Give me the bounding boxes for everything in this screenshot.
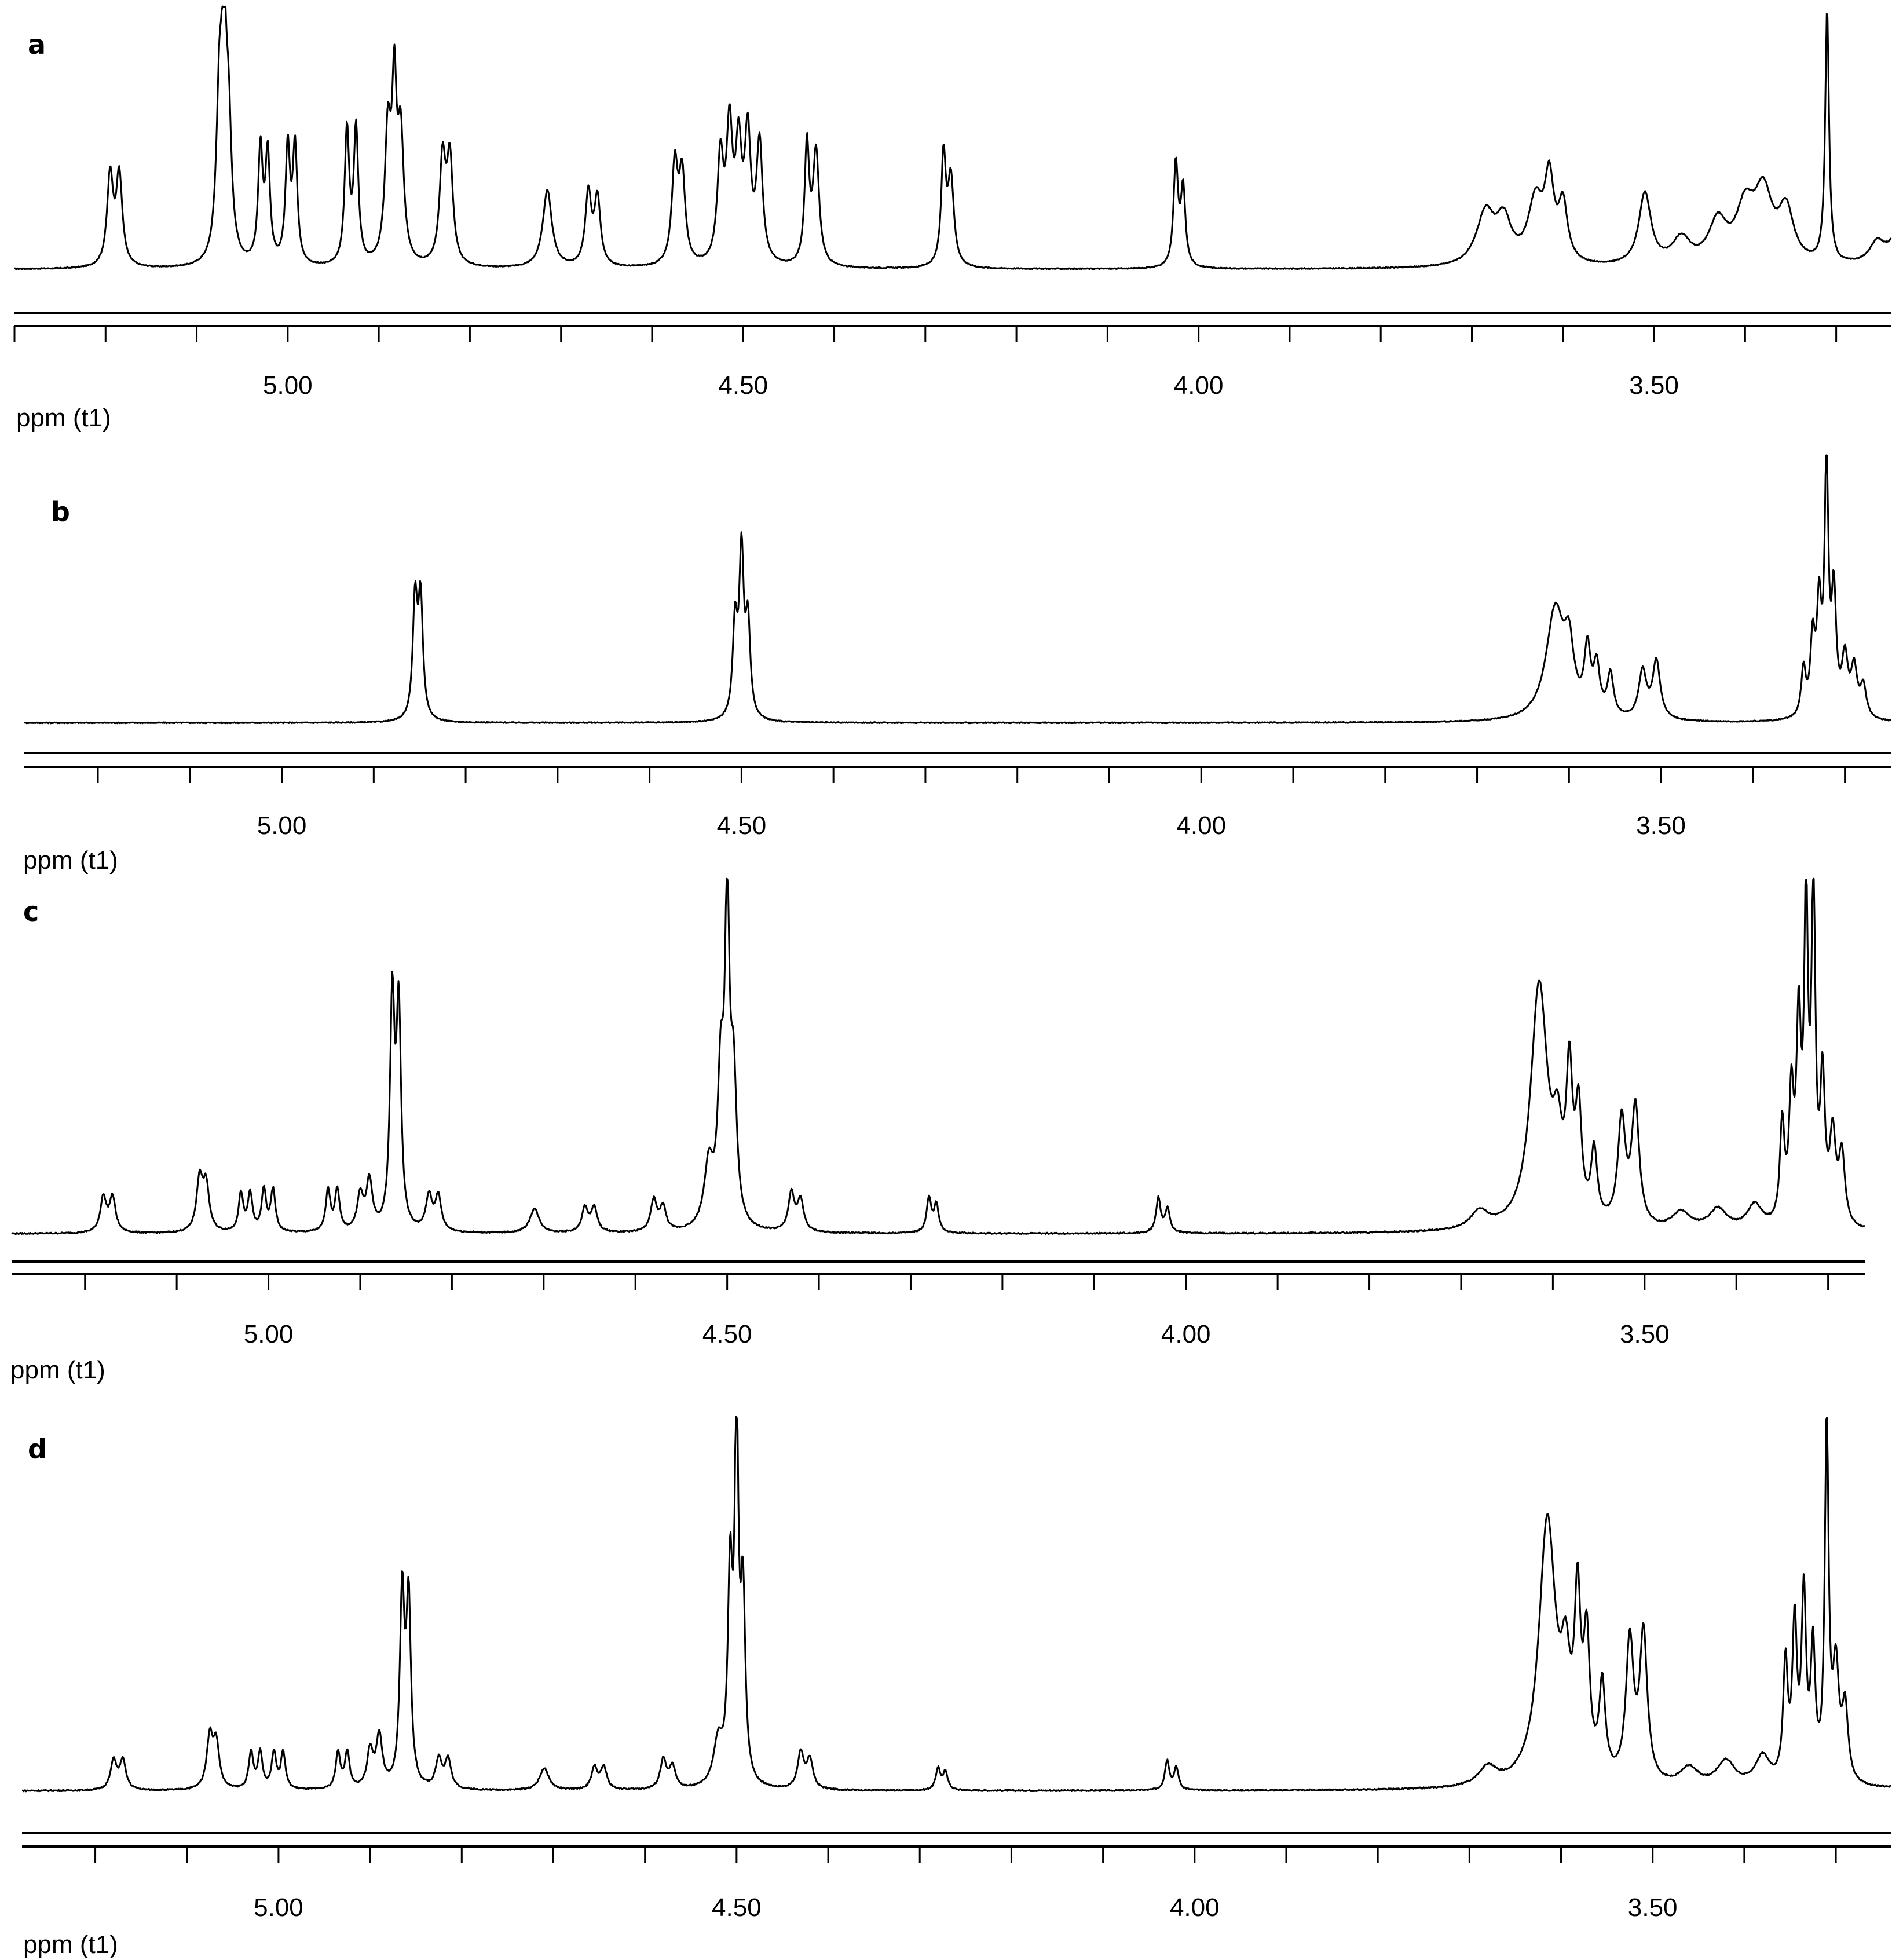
x-tick-label-c-0: 5.00	[244, 1320, 294, 1348]
x-tick-label-b-1: 4.50	[717, 811, 767, 840]
panel-d: d 5.00 4.50 4.00 3.50 ppm (t1)	[21, 1416, 1891, 1959]
x-tick-label-a-1: 4.50	[718, 371, 768, 400]
panel-b: b 5.00 4.50 4.00 3.50 ppm (t1)	[23, 454, 1892, 875]
panel-letter-b: b	[51, 496, 70, 528]
ticks-c	[84, 1274, 1829, 1290]
tick-labels-b: 5.00 4.50 4.00 3.50	[257, 811, 1686, 840]
x-tick-label-b-3: 3.50	[1636, 811, 1686, 840]
x-tick-label-d-3: 3.50	[1628, 1893, 1678, 1922]
panel-letter-d: d	[28, 1434, 47, 1465]
tick-labels-c: 5.00 4.50 4.00 3.50	[244, 1320, 1670, 1348]
x-tick-label-b-2: 4.00	[1176, 811, 1226, 840]
x-tick-label-c-3: 3.50	[1620, 1320, 1670, 1348]
x-tick-label-c-2: 4.00	[1161, 1320, 1211, 1348]
panel-letter-c: c	[23, 896, 39, 927]
x-axis-label-b: ppm (t1)	[23, 846, 118, 875]
ticks-a	[13, 326, 1838, 342]
tick-labels-d: 5.00 4.50 4.00 3.50	[254, 1893, 1677, 1922]
x-tick-label-d-2: 4.00	[1170, 1893, 1220, 1922]
x-tick-label-a-0: 5.00	[263, 371, 313, 400]
x-tick-label-c-1: 4.50	[702, 1320, 752, 1348]
x-tick-label-d-0: 5.00	[254, 1893, 303, 1922]
spectrum-line-a	[14, 5, 1892, 270]
x-tick-label-a-2: 4.00	[1174, 371, 1224, 400]
x-tick-label-d-1: 4.50	[712, 1893, 762, 1922]
x-axis-label-d: ppm (t1)	[23, 1930, 118, 1959]
ticks-b	[97, 767, 1846, 783]
tick-labels-a: 5.00 4.50 4.00 3.50	[263, 371, 1679, 400]
ticks-d	[94, 1846, 1837, 1863]
x-axis-label-c: ppm (t1)	[10, 1356, 105, 1384]
x-axis-label-a: ppm (t1)	[16, 404, 111, 432]
panel-letter-a: a	[28, 29, 46, 60]
spectrum-line-d	[21, 1416, 1891, 1793]
spectrum-line-c	[11, 877, 1865, 1235]
panel-a: a 5.00 4.50 4.00 3.50 ppm (t1)	[13, 5, 1892, 432]
spectrum-line-b	[23, 454, 1892, 725]
panel-c: c 5.00 4.50 4.00 3.50 ppm (t1)	[10, 877, 1865, 1384]
x-tick-label-b-0: 5.00	[257, 811, 307, 840]
x-tick-label-a-3: 3.50	[1629, 371, 1679, 400]
